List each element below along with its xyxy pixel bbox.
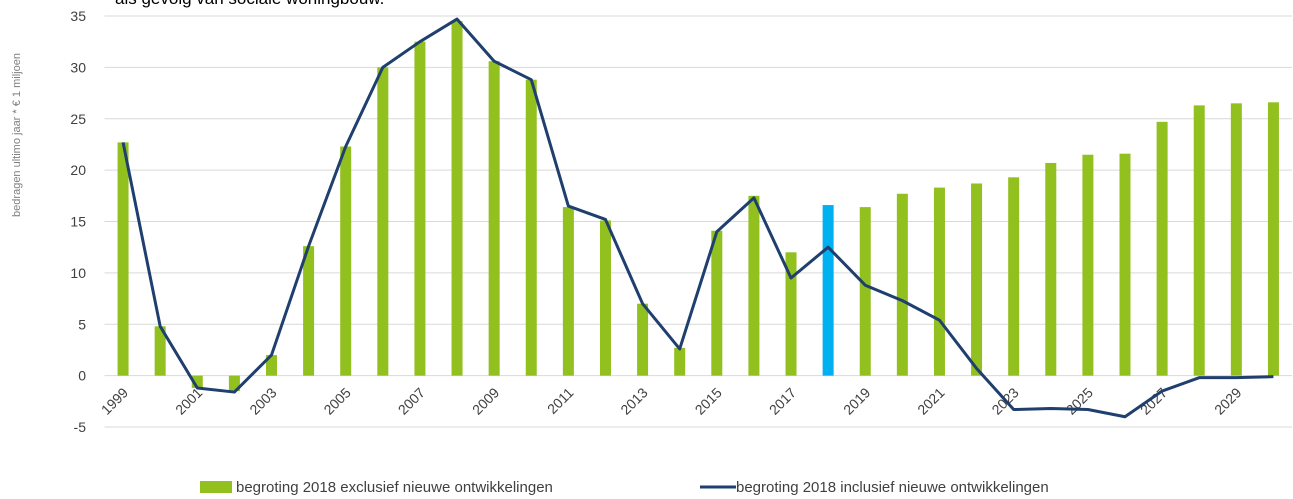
x-tick-label: 1999 (98, 384, 131, 417)
line (121, 17, 1274, 419)
bar (1267, 102, 1279, 376)
bar (377, 67, 389, 376)
y-axis-label: bedragen ultimo jaar * € 1 miljoen (11, 53, 23, 217)
bar (1119, 153, 1131, 376)
bar (785, 252, 797, 376)
y-tick-label: 20 (70, 162, 86, 178)
y-tick-label: 10 (70, 265, 86, 281)
bar (525, 79, 537, 376)
bar (154, 326, 166, 376)
bar (488, 61, 500, 376)
x-tick-label: 2011 (544, 384, 577, 417)
bar (859, 207, 871, 376)
x-tick-label: 2021 (914, 384, 947, 417)
legend-label: begroting 2018 inclusief nieuwe ontwikke… (736, 479, 1049, 496)
y-tick-label: 35 (70, 8, 86, 24)
x-tick-label: 2025 (1063, 384, 1096, 417)
x-tick-label: 2019 (840, 384, 873, 417)
bar (451, 21, 463, 376)
chart-title: als gevolg van sociale woningbouw. (115, 0, 384, 8)
bar (971, 183, 983, 376)
bar (711, 230, 723, 376)
bar (1230, 103, 1242, 376)
bar (414, 41, 426, 376)
bar (340, 146, 352, 376)
bar (674, 347, 686, 376)
bar (822, 205, 834, 376)
x-tick-label: 2007 (395, 384, 428, 417)
y-tick-label: 15 (70, 214, 86, 230)
y-tick-label: 0 (78, 368, 86, 384)
bar (228, 375, 240, 392)
y-tick-label: 30 (70, 59, 86, 75)
x-tick-label: 2017 (766, 384, 799, 417)
legend-swatch (200, 481, 232, 493)
bar (1193, 105, 1205, 376)
x-tick-label: 2015 (692, 384, 725, 417)
bar (1156, 121, 1168, 376)
x-tick-label: 2013 (617, 384, 650, 417)
bar (562, 207, 574, 376)
bar (1082, 154, 1094, 376)
y-tick-label: -5 (74, 419, 87, 435)
bar (1008, 177, 1020, 376)
bar (896, 193, 908, 376)
bar (637, 303, 649, 376)
bar (303, 246, 315, 376)
x-tick-label: 2005 (320, 384, 353, 417)
x-tick-label: 2029 (1211, 384, 1244, 417)
bar (117, 142, 129, 376)
legend-label: begroting 2018 exclusief nieuwe ontwikke… (236, 479, 553, 496)
x-tick-label: 2009 (469, 384, 502, 417)
bar (599, 220, 611, 376)
y-tick-label: 5 (78, 316, 86, 332)
bar (191, 375, 203, 388)
bar (265, 355, 277, 376)
bar (1045, 162, 1057, 376)
x-tick-label: 2003 (246, 384, 279, 417)
y-tick-label: 25 (70, 111, 86, 127)
bar (748, 195, 760, 376)
bar (933, 187, 945, 376)
